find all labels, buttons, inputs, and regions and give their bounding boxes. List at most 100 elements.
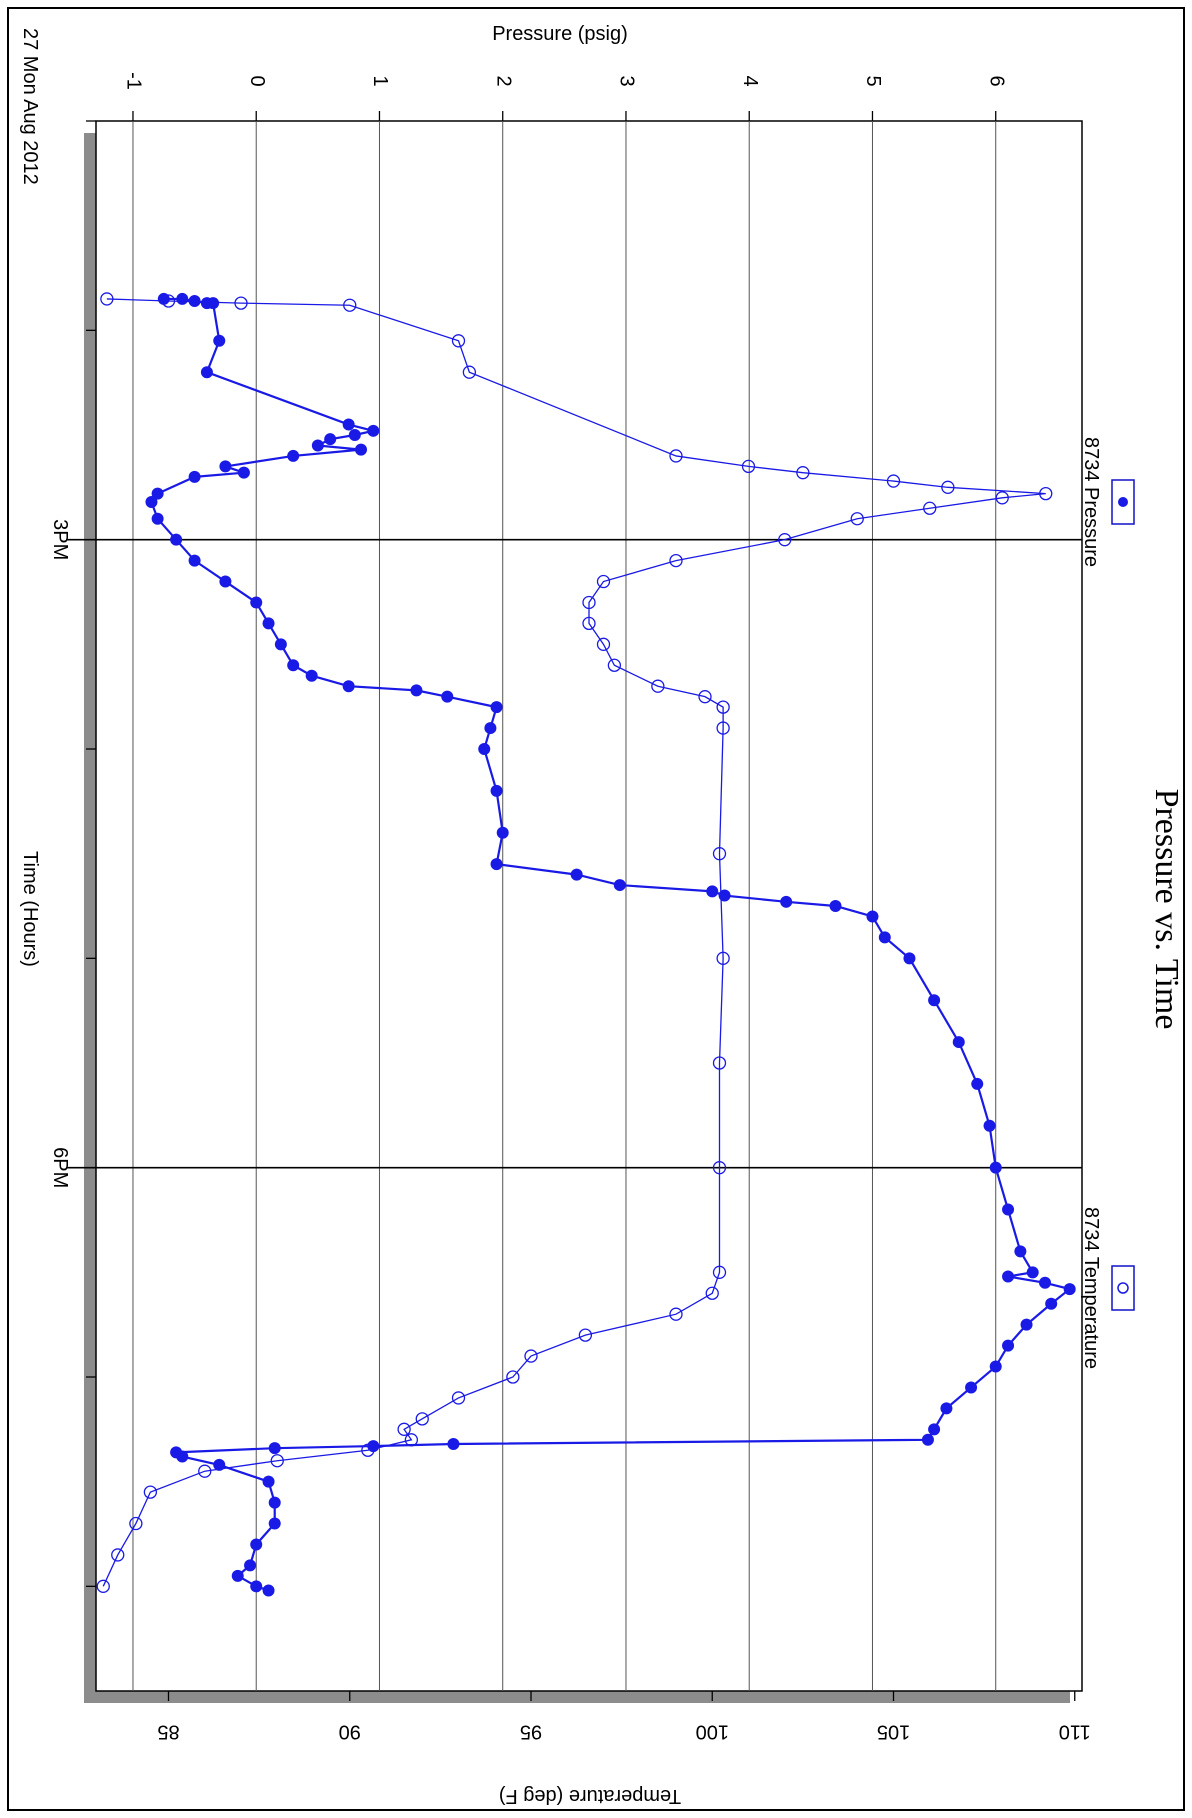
temperature-point (850, 512, 864, 526)
temperature-point (270, 1454, 284, 1468)
pressure-point (484, 722, 497, 735)
time-tick-label: 6PM (49, 1147, 71, 1188)
pressure-point (151, 487, 164, 500)
temperature-point (607, 658, 622, 672)
temperature-point (796, 466, 810, 480)
temperature-point (716, 951, 730, 965)
temperature-axis-title: Temperature (deg F) (499, 1785, 681, 1807)
temperature-tick-label: 110 (1059, 1721, 1091, 1743)
pressure-point (1063, 1283, 1076, 1296)
pressure-point (305, 669, 318, 682)
temperature-point (361, 1443, 375, 1457)
temperature-point (778, 533, 792, 547)
temperature-tick-label: 105 (877, 1721, 910, 1743)
pressure-point (188, 295, 201, 308)
series-layer (96, 292, 1076, 1597)
chart-title: Pressure vs. Time (1148, 789, 1185, 1030)
temperature-point (343, 298, 357, 312)
pressure-tick-label: 6 (985, 75, 1007, 86)
pressure-point (151, 512, 164, 525)
temperature-point (712, 1265, 727, 1279)
temperature-point (669, 1307, 683, 1321)
pressure-point (829, 900, 842, 912)
pressure-axis-title: Pressure (psig) (492, 23, 628, 45)
temperature-point (524, 1349, 538, 1363)
temperature-point (941, 480, 955, 494)
legend-temperature-box (1111, 1265, 1135, 1311)
temperature-point (462, 365, 477, 379)
pressure-point (1026, 1266, 1039, 1279)
pressure-point (613, 879, 626, 892)
gridlines (66, 121, 1082, 1691)
pressure-point (1039, 1276, 1052, 1289)
pressure-point (490, 784, 503, 797)
pressure-point (496, 826, 509, 839)
temperature-point (596, 574, 611, 589)
time-axis-title: Time (Hours) (19, 851, 41, 967)
legend-pressure-label: 8734 Pressure (1080, 437, 1102, 567)
pressure-point (188, 554, 201, 567)
pressure-point (262, 1584, 275, 1597)
pressure-point (410, 684, 423, 697)
pressure-tick-label: 0 (246, 75, 268, 86)
pressure-point (989, 1360, 1002, 1373)
pressure-point (188, 470, 201, 483)
temperature-point (712, 1056, 727, 1070)
temperature-point (582, 616, 596, 631)
temperature-point (582, 595, 596, 610)
pressure-point (928, 1423, 941, 1436)
temperature-point (651, 679, 665, 693)
pressure-point (268, 1517, 281, 1530)
date-label: 27 Mon Aug 2012 (19, 28, 41, 185)
pressure-point (866, 910, 879, 923)
temperature-point (698, 690, 712, 704)
temperature-axis-tick-labels: 85 90 95 100 105 110 (157, 1721, 1090, 1743)
temperature-point (716, 700, 730, 714)
pressure-point (219, 460, 232, 473)
pressure-point (903, 952, 916, 965)
pressure-point (268, 1496, 281, 1509)
pressure-point (268, 1442, 281, 1455)
pressure-point (706, 885, 719, 898)
temperature-point (198, 1464, 212, 1478)
temperature-point (995, 491, 1009, 505)
temperature-point (397, 1422, 411, 1436)
pressure-point (200, 366, 213, 379)
temperature-point (451, 1391, 466, 1405)
pressure-point (170, 533, 183, 546)
pressure-point (213, 1458, 226, 1471)
temperature-tick-label: 85 (157, 1721, 179, 1743)
temperature-point (669, 449, 683, 463)
pressure-point (250, 1538, 263, 1551)
pressure-point (262, 1475, 275, 1488)
temperature-tick-label: 95 (520, 1721, 542, 1743)
temperature-point (161, 294, 176, 308)
temperature-tick-label: 100 (696, 1721, 729, 1743)
time-tick-label: 3PM (49, 519, 71, 560)
temperature-point (886, 474, 901, 488)
pressure-point (921, 1433, 934, 1446)
pressure-axis-tick-labels: -1 0 1 2 3 4 5 6 (123, 72, 1008, 90)
pressure-tick-label: 2 (492, 75, 514, 86)
temperature-point (1039, 486, 1053, 501)
pressure-tick-label: 5 (862, 75, 884, 86)
pressure-point (478, 743, 491, 755)
legend-temperature-label: 8734 Temperature (1080, 1207, 1102, 1369)
pressure-point (237, 466, 250, 479)
pressure-point (250, 596, 263, 609)
legend-temperature: 8734 Temperature (1080, 1207, 1135, 1369)
pressure-point (447, 1437, 460, 1450)
pressure-point (971, 1077, 984, 1090)
pressure-point (1002, 1270, 1015, 1283)
plot-area (95, 120, 1083, 1692)
pressure-point (274, 638, 287, 651)
temperature-point (111, 1548, 125, 1562)
pressure-point (287, 659, 300, 672)
pressure-point (287, 449, 300, 462)
temperature-point (415, 1412, 429, 1426)
temperature-line (102, 298, 1046, 1587)
temperature-point (669, 553, 683, 568)
temperature-point (506, 1370, 520, 1384)
temperature-point (96, 1579, 110, 1593)
